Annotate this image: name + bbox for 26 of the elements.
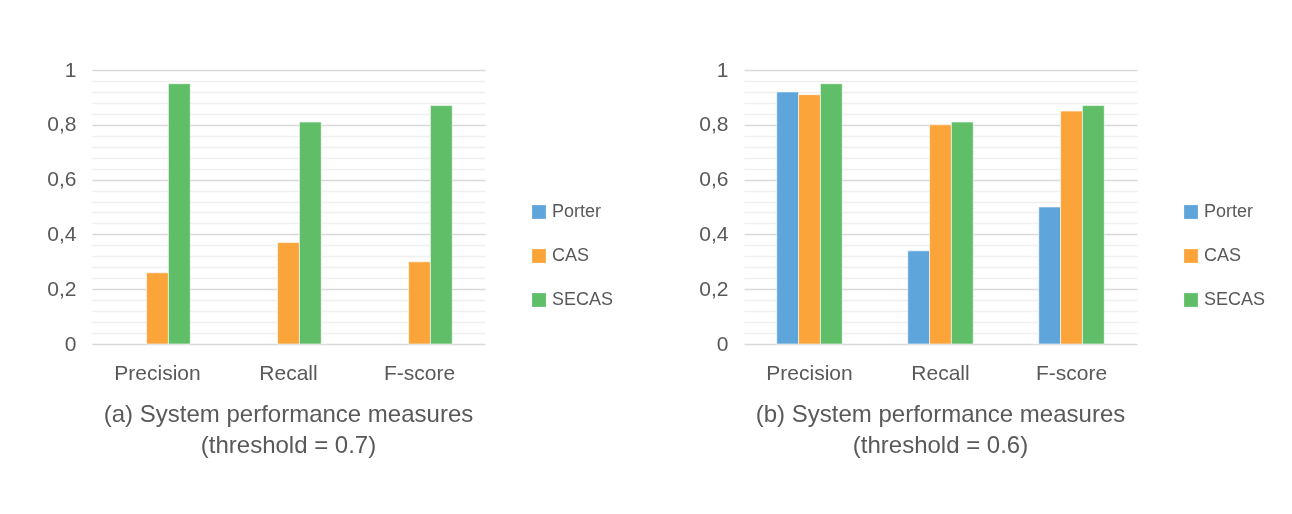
y-tick-label: 0,2	[47, 276, 77, 300]
x-tick-label: Precision	[114, 360, 201, 384]
x-tick-label: Precision	[766, 360, 853, 384]
x-tick-label: F-score	[383, 360, 456, 384]
y-tick-label: 0,6	[699, 167, 729, 191]
legend-label: Porter	[1204, 201, 1254, 221]
x-tick-label: Recall	[259, 360, 318, 384]
x-tick-label: F-score	[1035, 360, 1108, 384]
y-tick-label: 1	[64, 57, 77, 81]
y-tick-label: 0,4	[699, 221, 729, 245]
y-tick-label: 0	[64, 331, 77, 355]
text: (b) System performance measures (threshold = 0.6)	[755, 400, 1126, 458]
legend-label: CAS	[552, 245, 590, 265]
y-tick-label: 0,8	[47, 112, 77, 136]
y-tick-label: 0,6	[47, 167, 77, 191]
y-tick-label: 0	[716, 331, 729, 355]
legend-label: Porter	[552, 201, 602, 221]
legend-label: CAS	[1204, 245, 1242, 265]
y-tick-label: 0,8	[699, 112, 729, 136]
y-tick-label: 0,4	[47, 221, 77, 245]
legend-label: SECAS	[1204, 289, 1266, 309]
x-tick-label: Recall	[911, 360, 970, 384]
y-tick-label: 1	[716, 57, 729, 81]
legend-label: SECAS	[552, 289, 614, 309]
text: (a) System performance measures (threshold = 0.7)	[103, 400, 474, 458]
y-tick-label: 0,2	[699, 276, 729, 300]
